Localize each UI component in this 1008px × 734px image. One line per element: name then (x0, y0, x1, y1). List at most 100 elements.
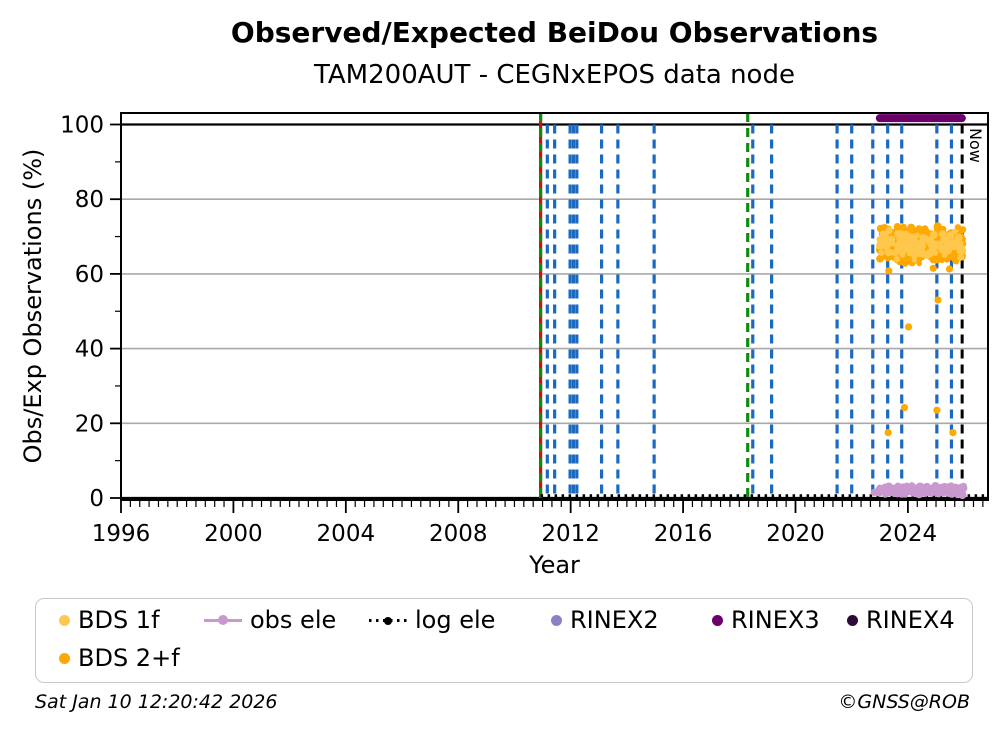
data-point-outlier (929, 264, 937, 272)
x-tick-label: 2000 (204, 521, 263, 547)
data-point (913, 486, 922, 494)
data-point (897, 233, 904, 240)
legend-label: RINEX4 (866, 606, 955, 634)
data-point (905, 244, 913, 252)
y-tick-label: 80 (75, 187, 104, 213)
timestamp: Sat Jan 10 12:20:42 2026 (35, 691, 278, 713)
data-point (951, 488, 958, 495)
x-tick-label: 2008 (429, 521, 488, 547)
data-point (893, 256, 900, 263)
data-point (941, 486, 948, 492)
data-point (914, 251, 920, 257)
legend: BDS 1f obs ele log ele RINEX2 RINEX3 RINEX4 BD… (35, 598, 973, 683)
now-label: Now (966, 128, 985, 163)
legend-label: log ele (415, 606, 496, 634)
data-point (885, 226, 893, 235)
x-tick-label: 2024 (879, 521, 938, 547)
data-point (933, 222, 942, 231)
data-point (894, 242, 902, 250)
data-point (892, 249, 899, 257)
legend-label: RINEX2 (570, 606, 659, 634)
data-point (947, 234, 955, 242)
x-tick-label: 1996 (92, 521, 151, 547)
data-point (934, 255, 940, 261)
legend-marker-dot (59, 614, 70, 626)
copyright: ©GNSS@ROB (838, 691, 970, 713)
chart-subtitle: TAM200AUT - CEGNxEPOS data node (314, 60, 795, 90)
y-tick-label: 0 (89, 486, 104, 512)
data-point-outlier (945, 265, 954, 273)
y-tick-label: 100 (60, 113, 104, 139)
x-tick-label: 2016 (654, 521, 713, 547)
data-point (887, 487, 896, 496)
plot-frame (120, 112, 989, 501)
data-point (930, 231, 938, 238)
data-point (908, 233, 915, 241)
data-point (900, 488, 908, 495)
data-point (879, 230, 888, 239)
y-tick-label: 20 (75, 411, 104, 437)
legend-marker-dot (59, 652, 70, 664)
data-point (878, 249, 885, 256)
data-point-outlier (870, 488, 878, 496)
chart-title: Observed/Expected BeiDou Observations (230, 16, 879, 49)
legend-marker-line-dot (204, 614, 242, 626)
data-point (954, 233, 963, 242)
data-point (907, 223, 916, 232)
data-point-outlier (949, 429, 957, 437)
legend-label: BDS 2+f (78, 644, 180, 672)
legend-item-log-ele: log ele (369, 606, 496, 634)
x-axis-label: Year (529, 551, 580, 579)
x-tick-label: 2004 (317, 521, 376, 547)
data-point (951, 228, 958, 235)
data-point (914, 232, 920, 239)
legend-marker-dot (847, 614, 858, 626)
data-point (915, 225, 924, 234)
legend-item-obs-ele: obs ele (204, 606, 337, 634)
data-point (957, 483, 966, 492)
legend-label: BDS 1f (78, 606, 160, 634)
data-point (900, 246, 908, 254)
data-point (948, 252, 957, 260)
data-point (957, 242, 963, 248)
legend-item-rinex4: RINEX4 (847, 606, 955, 634)
data-point-outlier (884, 429, 892, 437)
data-point-outlier (885, 267, 893, 275)
legend-item-rinex3: RINEX3 (712, 606, 820, 634)
data-point (943, 236, 949, 242)
data-point (903, 230, 910, 238)
data-point (957, 253, 965, 261)
data-point (902, 255, 911, 263)
data-point (911, 257, 917, 263)
data-point (884, 248, 893, 257)
legend-label: RINEX3 (731, 606, 820, 634)
legend-marker-dot (551, 614, 562, 626)
legend-marker-dot (712, 614, 723, 626)
data-point (879, 486, 886, 493)
data-point (900, 223, 907, 230)
data-point (953, 259, 959, 265)
legend-marker-dotted-line (369, 614, 407, 626)
data-point (927, 486, 936, 494)
data-point (918, 239, 925, 246)
y-tick-label: 40 (75, 337, 104, 363)
legend-item-bds-1f: BDS 1f (59, 606, 160, 634)
x-tick-label: 2020 (766, 521, 825, 547)
data-point (877, 256, 883, 263)
data-point (887, 235, 896, 244)
data-point-outlier (904, 323, 913, 331)
data-point (938, 230, 947, 238)
legend-item-rinex2: RINEX2 (551, 606, 659, 634)
data-point (931, 240, 938, 247)
y-tick-label: 60 (75, 262, 104, 288)
legend-label: obs ele (250, 606, 337, 634)
data-point (941, 252, 948, 258)
data-point (911, 238, 919, 246)
x-tick-label: 2012 (541, 521, 600, 547)
data-point-outlier (900, 404, 909, 412)
legend-item-bds-2-f: BDS 2+f (59, 644, 180, 672)
data-point (940, 245, 948, 253)
data-point-outlier (934, 296, 942, 304)
